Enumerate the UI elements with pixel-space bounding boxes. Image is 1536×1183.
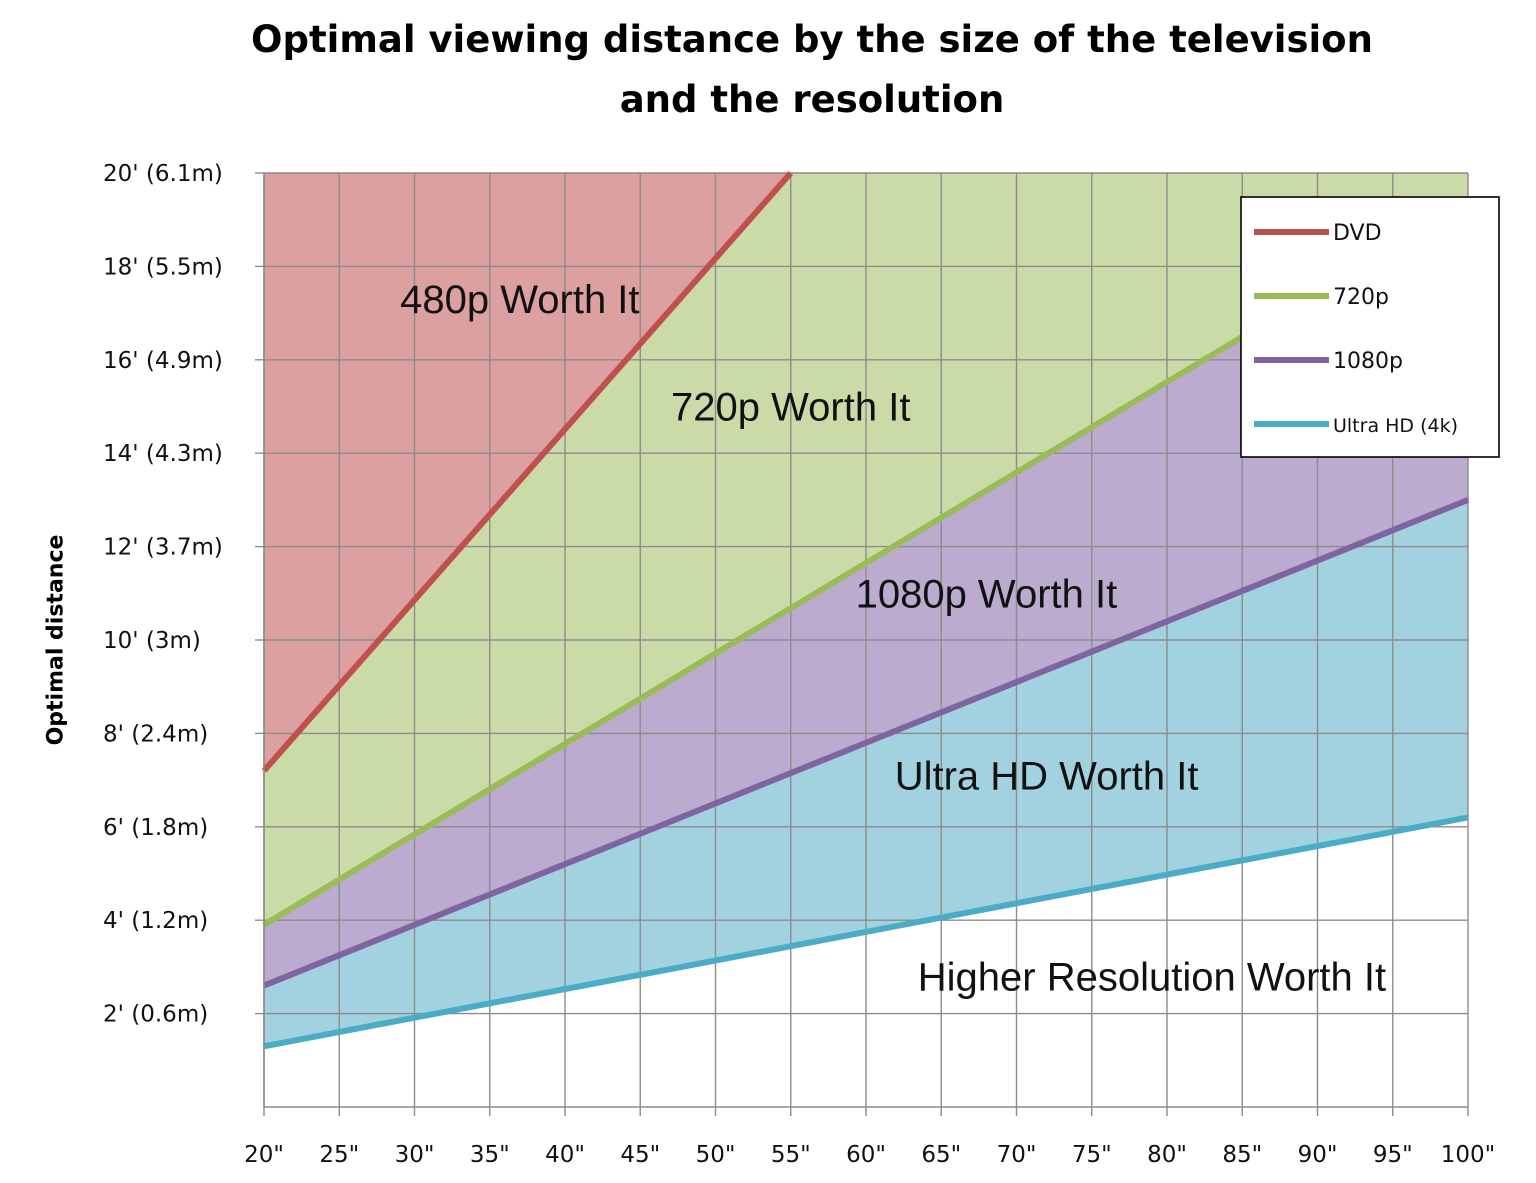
chart-title-line-1: Optimal viewing distance by the size of …	[251, 18, 1373, 61]
region-label-1080p: 1080p Worth It	[856, 572, 1118, 616]
region-label-ultra-hd: Ultra HD Worth It	[895, 754, 1199, 798]
x-tick-label: 100"	[1441, 1142, 1495, 1168]
chart-title-line-2: and the resolution	[619, 78, 1005, 121]
y-tick-label: 6' (1.8m)	[103, 815, 208, 841]
y-tick-label: 10' (3m)	[103, 628, 201, 654]
x-tick-label: 20"	[244, 1142, 284, 1168]
region-label-480p: 480p Worth It	[400, 278, 639, 322]
x-tick-label: 50"	[696, 1142, 736, 1168]
region-label-higher-resolution: Higher Resolution Worth It	[918, 955, 1386, 999]
x-tick-label: 75"	[1072, 1142, 1112, 1168]
y-tick-label: 18' (5.5m)	[103, 254, 223, 280]
legend-label: Ultra HD (4k)	[1333, 415, 1458, 437]
x-tick-label: 80"	[1147, 1142, 1187, 1168]
series-line-dvd	[261, 171, 794, 773]
x-tick-label: 65"	[921, 1142, 961, 1168]
y-tick-label: 20' (6.1m)	[103, 161, 223, 187]
region-label-720p: 720p Worth It	[671, 386, 910, 430]
chart-title: Optimal viewing distance by the size of …	[0, 10, 1536, 130]
y-tick-label: 8' (2.4m)	[103, 721, 208, 747]
y-tick-label: 14' (4.3m)	[103, 441, 223, 467]
legend-label: DVD	[1333, 221, 1382, 246]
x-tick-label: 30"	[395, 1142, 435, 1168]
y-tick-label: 16' (4.9m)	[103, 348, 223, 374]
legend-box	[1240, 196, 1500, 458]
x-tick-label: 95"	[1373, 1142, 1413, 1168]
x-tick-label: 70"	[997, 1142, 1037, 1168]
legend-label: 1080p	[1333, 349, 1403, 374]
x-tick-label: 40"	[545, 1142, 585, 1168]
series-line-ultra-hd	[263, 814, 1469, 1050]
y-tick-label: 4' (1.2m)	[103, 908, 208, 934]
x-tick-label: 25"	[319, 1142, 359, 1168]
x-tick-label: 55"	[771, 1142, 811, 1168]
series-line-1080p	[262, 497, 1470, 989]
x-tick-label: 60"	[846, 1142, 886, 1168]
y-tick-label: 12' (3.7m)	[103, 535, 223, 561]
y-tick-label: 2' (0.6m)	[103, 1002, 208, 1028]
legend-label: 720p	[1333, 285, 1389, 310]
x-tick-label: 85"	[1222, 1142, 1262, 1168]
x-tick-label: 35"	[470, 1142, 510, 1168]
x-tick-label: 45"	[620, 1142, 660, 1168]
x-tick-label: 90"	[1298, 1142, 1338, 1168]
